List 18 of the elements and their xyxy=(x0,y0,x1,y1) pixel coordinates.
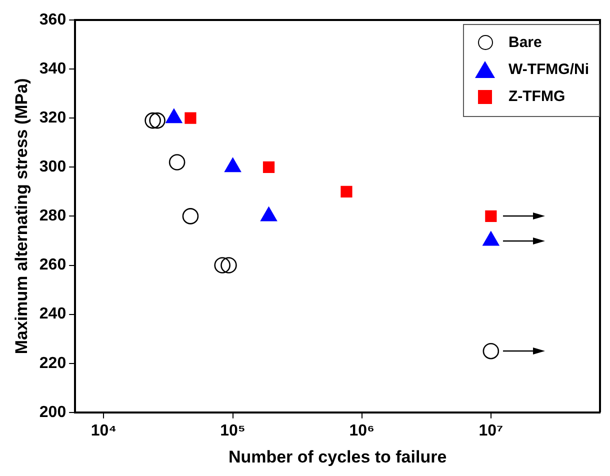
x-axis-title: Number of cycles to failure xyxy=(228,447,447,466)
y-tick-label: 300 xyxy=(39,158,66,176)
y-tick-label: 340 xyxy=(39,60,66,78)
y-axis-title: Maximum alternating stress (MPa) xyxy=(12,78,31,354)
legend-label: Z-TFMG xyxy=(508,88,566,105)
y-tick-label: 220 xyxy=(39,354,66,372)
legend-label: Bare xyxy=(508,34,542,51)
x-tick-label: 10⁴ xyxy=(90,422,117,440)
y-tick-label: 360 xyxy=(39,11,66,28)
y-tick-label: 240 xyxy=(39,306,66,323)
y-tick-label: 200 xyxy=(39,404,66,421)
x-tick-label: 10⁶ xyxy=(349,422,374,440)
y-tick-label: 260 xyxy=(39,256,66,274)
y-tick-label: 320 xyxy=(39,110,66,127)
x-tick-label: 10⁵ xyxy=(220,422,246,440)
legend-label: W-TFMG/Ni xyxy=(508,61,589,78)
y-tick-label: 280 xyxy=(39,208,66,225)
x-tick-label: 10⁷ xyxy=(478,422,504,440)
